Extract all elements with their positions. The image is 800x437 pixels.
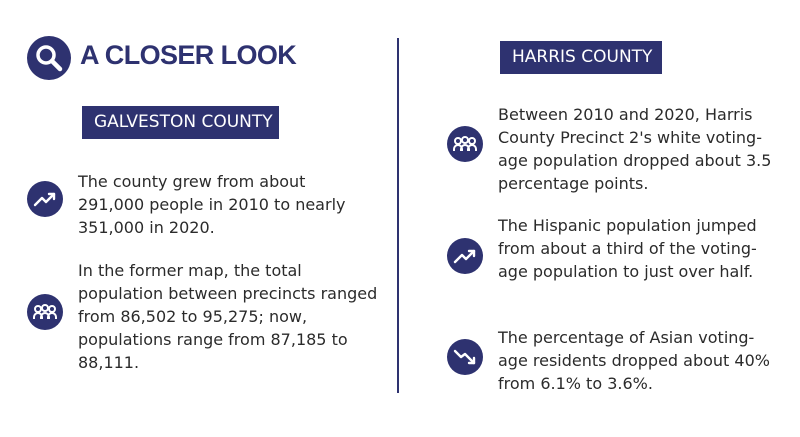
magnifier-icon	[27, 36, 71, 80]
trend-down-icon	[447, 339, 483, 375]
galveston-precinct-text: In the former map, the total population …	[78, 261, 378, 372]
column-divider	[397, 38, 399, 393]
trend-up-icon	[447, 238, 483, 274]
harris-hispanic-text: The Hispanic population jumped from abou…	[498, 216, 757, 281]
people-group-icon	[447, 126, 483, 162]
harris-white-pop-text: Between 2010 and 2020, Harris County Pre…	[498, 105, 772, 193]
page-title: A CLOSER LOOK	[80, 40, 297, 70]
trend-up-icon	[27, 181, 63, 217]
galveston-county-badge: GALVESTON COUNTY	[82, 106, 279, 139]
people-group-icon	[27, 294, 63, 330]
galveston-growth-text: The county grew from about 291,000 peopl…	[78, 172, 346, 237]
harris-county-badge: HARRIS COUNTY	[500, 41, 662, 74]
harris-asian-text: The percentage of Asian voting-age resid…	[498, 328, 770, 393]
